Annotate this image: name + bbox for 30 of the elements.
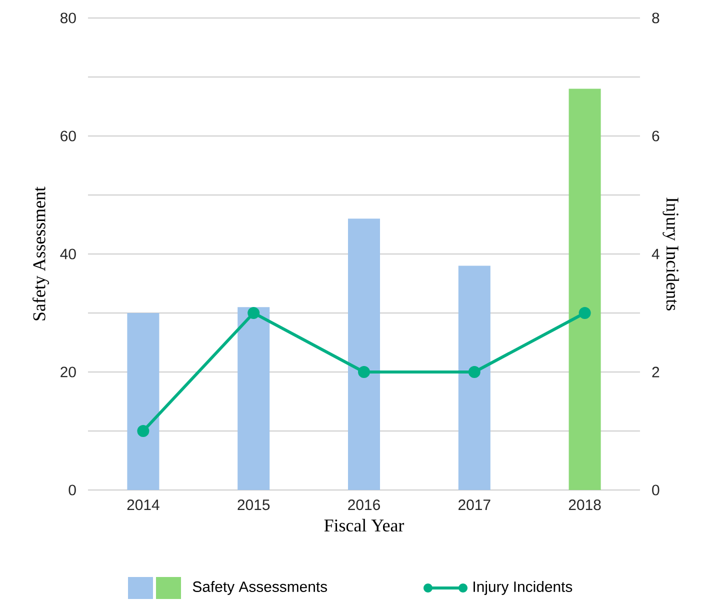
y2-tick-label: 2 [652, 366, 660, 378]
bar [458, 266, 490, 490]
x-tick-label: 2018 [568, 500, 601, 510]
point [358, 366, 370, 378]
legend-label: Safety Assessments [192, 581, 328, 595]
y2-axis-title: Injury Incidents [662, 198, 680, 310]
y-tick-label: 40 [60, 248, 76, 260]
y-axis-title: Safety Assessment [32, 186, 50, 320]
y-tick-label: 0 [68, 484, 76, 496]
y-tick-label: 80 [60, 12, 76, 24]
point [468, 366, 480, 378]
point [578, 306, 591, 319]
y2-tick-label: 8 [652, 12, 660, 24]
bar [348, 218, 380, 490]
y2-tick-label: 0 [652, 484, 660, 496]
y2-tick-label: 4 [652, 248, 660, 260]
y-tick-label: 60 [60, 130, 76, 142]
x-tick-label: 2015 [238, 500, 270, 510]
y2-tick-label: 6 [652, 130, 660, 142]
x-tick-label: 2014 [127, 500, 160, 510]
point [248, 306, 260, 319]
legend-label: Injury Incidents [474, 581, 572, 595]
x-axis-title: Fiscal Year [324, 518, 404, 532]
bar [127, 312, 160, 490]
x-tick-label: 2016 [348, 500, 380, 510]
x-tick-label: 2017 [458, 500, 490, 510]
point [137, 424, 150, 437]
y-tick-label: 20 [60, 366, 76, 378]
bar [238, 307, 270, 490]
bar [568, 88, 601, 490]
